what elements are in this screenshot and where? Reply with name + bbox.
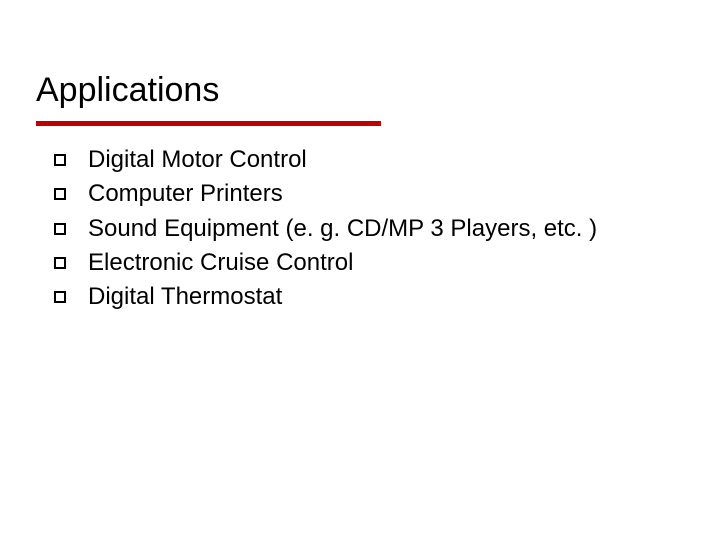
slide-title: Applications: [36, 70, 684, 111]
list-item: Digital Motor Control: [54, 144, 684, 176]
slide: Applications Digital Motor Control Compu…: [0, 0, 720, 540]
hollow-square-icon: [54, 154, 66, 166]
list-item-text: Digital Motor Control: [88, 144, 307, 176]
hollow-square-icon: [54, 188, 66, 200]
hollow-square-icon: [54, 291, 66, 303]
title-underline: [36, 121, 381, 126]
list-item-text: Computer Printers: [88, 178, 283, 210]
list-item: Sound Equipment (e. g. CD/MP 3 Players, …: [54, 213, 684, 245]
list-item: Computer Printers: [54, 178, 684, 210]
list-item: Electronic Cruise Control: [54, 247, 684, 279]
list-item-text: Digital Thermostat: [88, 281, 282, 313]
hollow-square-icon: [54, 223, 66, 235]
list-item-text: Electronic Cruise Control: [88, 247, 353, 279]
hollow-square-icon: [54, 257, 66, 269]
bullet-list: Digital Motor Control Computer Printers …: [36, 144, 684, 314]
list-item-text: Sound Equipment (e. g. CD/MP 3 Players, …: [88, 213, 597, 245]
list-item: Digital Thermostat: [54, 281, 684, 313]
